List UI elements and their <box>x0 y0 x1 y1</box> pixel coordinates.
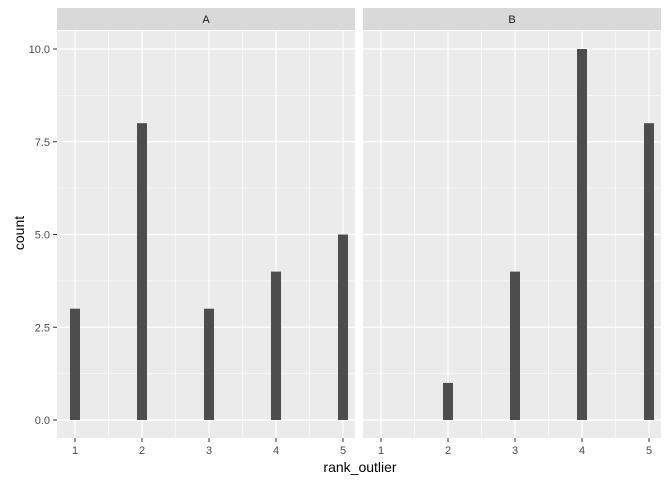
x-tick-label: 3 <box>206 445 212 457</box>
x-tick-label: 5 <box>646 445 652 457</box>
x-tick-label: 2 <box>139 445 145 457</box>
x-tick-label: 1 <box>72 445 78 457</box>
panel-A: A 1 2 3 4 5 <box>57 8 355 457</box>
y-tick-label: 0.0 <box>35 415 50 427</box>
y-tick-label: 2.5 <box>35 322 50 334</box>
x-axis-title: rank_outlier <box>323 459 396 475</box>
bar-A-4 <box>271 271 281 420</box>
strip-background <box>57 8 355 30</box>
panel-B: B 1 2 3 4 5 <box>363 8 661 457</box>
y-tick-label: 7.5 <box>35 137 50 149</box>
y-axis-title: count <box>11 216 27 250</box>
x-tick-label: 2 <box>445 445 451 457</box>
panels: A 1 2 3 4 5 B 1 2 3 4 5 <box>57 8 661 457</box>
bar-A-1 <box>70 308 80 420</box>
strip-label: B <box>508 14 515 26</box>
y-tick-label: 5.0 <box>35 230 50 242</box>
y-tick-label: 10.0 <box>29 44 50 56</box>
bar-B-3 <box>510 271 520 420</box>
bar-A-3 <box>204 308 214 420</box>
x-tick-label: 4 <box>579 445 585 457</box>
strip-background <box>363 8 661 30</box>
x-tick-label: 5 <box>340 445 346 457</box>
bar-B-2 <box>443 382 453 420</box>
bar-A-2 <box>137 123 147 420</box>
bar-B-4 <box>577 49 587 420</box>
strip-label: A <box>202 14 210 26</box>
y-axis: 0.0 2.5 5.0 7.5 10.0 <box>29 44 57 427</box>
bar-B-5 <box>644 123 654 420</box>
x-tick-label: 3 <box>512 445 518 457</box>
x-tick-label: 4 <box>273 445 279 457</box>
x-tick-label: 1 <box>378 445 384 457</box>
bar-A-5 <box>338 234 348 420</box>
